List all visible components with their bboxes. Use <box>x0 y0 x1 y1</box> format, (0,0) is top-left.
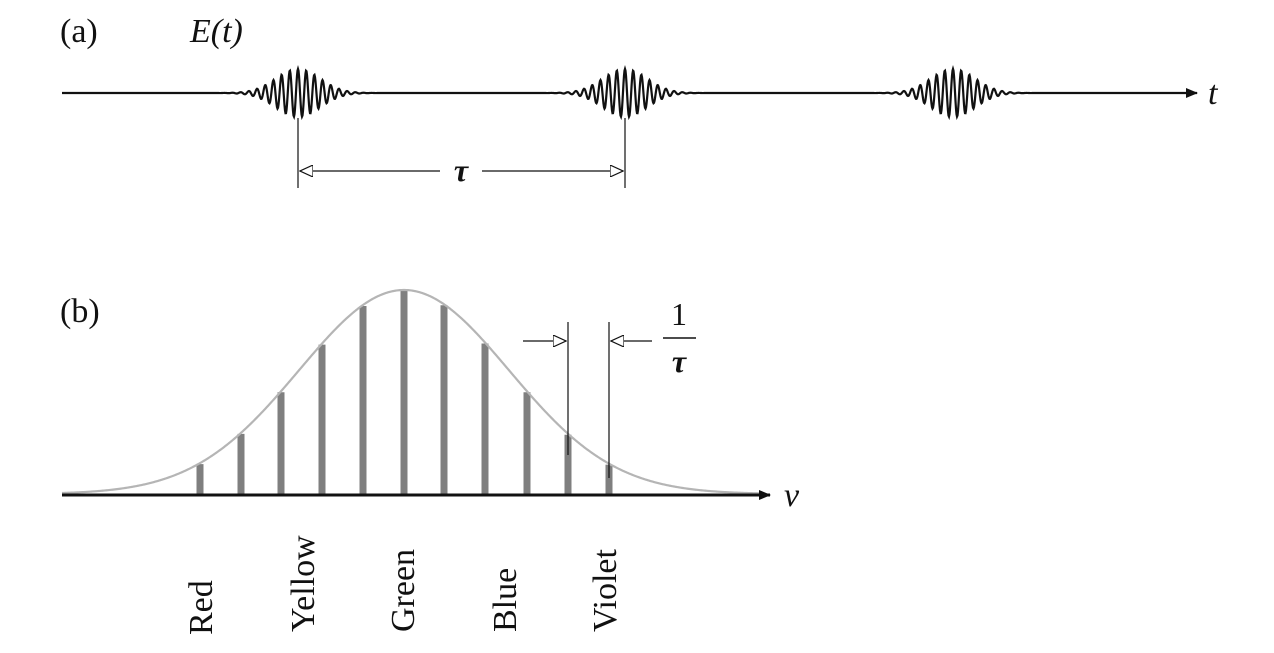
time-axis-label: t <box>1208 75 1219 112</box>
color-label-green: Green <box>385 549 422 632</box>
panel-a-label: (a) <box>60 13 98 50</box>
spacing-denominator: τ <box>672 343 688 379</box>
color-label-yellow: Yellow <box>285 535 322 632</box>
color-label-blue: Blue <box>487 568 524 632</box>
frequency-axis-label: ν <box>784 477 800 514</box>
panel-b-label: (b) <box>60 293 100 330</box>
color-label-violet: Violet <box>587 549 624 632</box>
spectral-envelope <box>61 288 761 495</box>
tau-label: τ <box>454 152 470 188</box>
spacing-numerator: 1 <box>671 296 687 332</box>
signal-label: E(t) <box>189 13 243 50</box>
color-label-red: Red <box>183 580 220 635</box>
frequency-comb <box>196 291 613 494</box>
pulse-train-signal <box>62 64 1150 121</box>
